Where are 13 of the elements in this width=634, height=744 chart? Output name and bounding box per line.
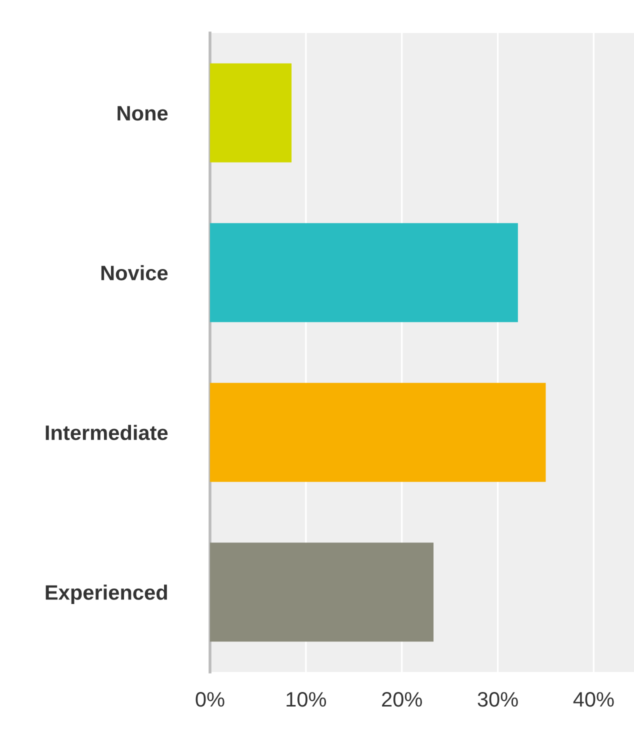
x-tick-label: 20% xyxy=(382,692,422,707)
y-tick-label: Intermediate xyxy=(46,424,168,440)
bar xyxy=(210,223,518,322)
x-tick-label: 10% xyxy=(286,692,326,707)
y-tick-label: None xyxy=(118,106,168,121)
x-tick-label: 0% xyxy=(196,692,224,707)
x-tick-label: 30% xyxy=(478,692,518,707)
x-tick-label: 40% xyxy=(573,692,614,707)
bar xyxy=(210,63,292,162)
bar xyxy=(210,382,546,482)
bar xyxy=(210,542,434,642)
y-tick-label: Novice xyxy=(101,265,168,280)
y-tick-label: Experienced xyxy=(46,584,167,604)
